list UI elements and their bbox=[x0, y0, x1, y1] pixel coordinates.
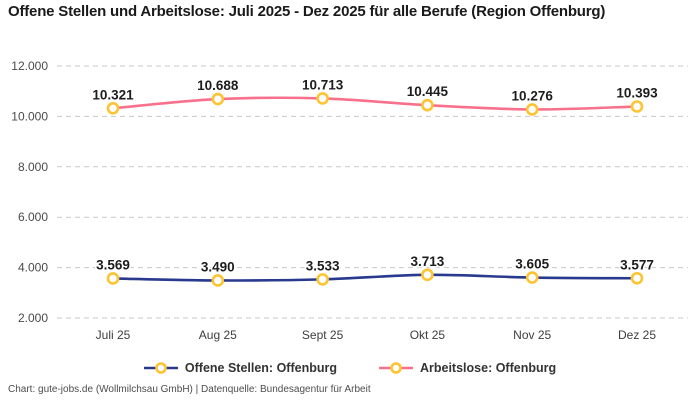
legend-label: Arbeitslose: Offenburg bbox=[419, 361, 557, 375]
line-chart-svg: 12.000 10.000 8.000 6.000 4.000 2.000 Juli 25 A… bbox=[11, 59, 688, 342]
data-point-label: 10.393 bbox=[616, 85, 658, 100]
x-axis-tick-label: Nov 25 bbox=[513, 328, 551, 342]
data-point-marker bbox=[630, 100, 644, 113]
y-axis-tick-label: 6.000 bbox=[18, 210, 48, 224]
legend-label: Offene Stellen: Offenburg bbox=[184, 361, 337, 375]
legend-item: Arbeitslose: Offenburg bbox=[378, 361, 557, 375]
data-point-marker bbox=[316, 92, 329, 105]
x-axis-tick-label: Sept 25 bbox=[302, 328, 344, 342]
legend-item: Offene Stellen: Offenburg bbox=[143, 361, 337, 375]
legend-marker-icon bbox=[143, 362, 178, 374]
data-point-label: 10.321 bbox=[92, 87, 134, 102]
data-point-marker bbox=[106, 272, 120, 285]
y-axis-tick-label: 12.000 bbox=[11, 59, 48, 73]
data-point-label: 10.688 bbox=[197, 78, 239, 93]
data-point-marker bbox=[316, 273, 329, 286]
y-axis-tick-label: 10.000 bbox=[11, 109, 48, 123]
x-axis-tick-label: Dez 25 bbox=[618, 328, 656, 342]
data-point-label: 3.569 bbox=[96, 257, 130, 272]
legend: Offene Stellen: Offenburg Arbeitslose: Of… bbox=[0, 361, 700, 375]
line-chart: 12.000 10.000 8.000 6.000 4.000 2.000 Juli 25 A… bbox=[0, 48, 700, 348]
data-point-marker bbox=[630, 271, 644, 285]
data-point-label: 3.605 bbox=[515, 257, 549, 272]
data-point-marker bbox=[525, 103, 539, 116]
data-point-label: 10.276 bbox=[512, 88, 554, 103]
legend-marker-icon bbox=[378, 362, 413, 374]
y-axis-tick-label: 2.000 bbox=[18, 311, 48, 325]
series-line bbox=[111, 96, 639, 111]
data-point-label: 10.713 bbox=[302, 77, 344, 92]
x-axis-tick-label: Aug 25 bbox=[199, 328, 237, 342]
series-line bbox=[111, 273, 639, 282]
data-point-label: 3.490 bbox=[201, 259, 235, 274]
data-point-label: 3.713 bbox=[411, 254, 445, 269]
y-axis-tick-label: 4.000 bbox=[18, 261, 48, 275]
y-axis-tick-label: 8.000 bbox=[18, 160, 48, 174]
x-axis-tick-label: Juli 25 bbox=[96, 328, 131, 342]
data-point-marker bbox=[211, 274, 225, 287]
data-point-marker bbox=[421, 98, 434, 112]
data-point-marker bbox=[525, 271, 539, 284]
x-axis-tick-label: Okt 25 bbox=[410, 328, 446, 342]
data-point-label: 3.577 bbox=[620, 257, 654, 272]
chart-source-caption: Chart: gute-jobs.de (Wollmilchsau GmbH) … bbox=[8, 384, 371, 395]
data-point-marker bbox=[421, 268, 434, 282]
chart-title: Offene Stellen und Arbeitslose: Juli 202… bbox=[8, 3, 606, 20]
data-point-marker bbox=[211, 92, 225, 106]
data-point-label: 3.533 bbox=[306, 258, 340, 273]
data-point-marker bbox=[106, 102, 120, 115]
data-point-label: 10.445 bbox=[407, 84, 449, 99]
